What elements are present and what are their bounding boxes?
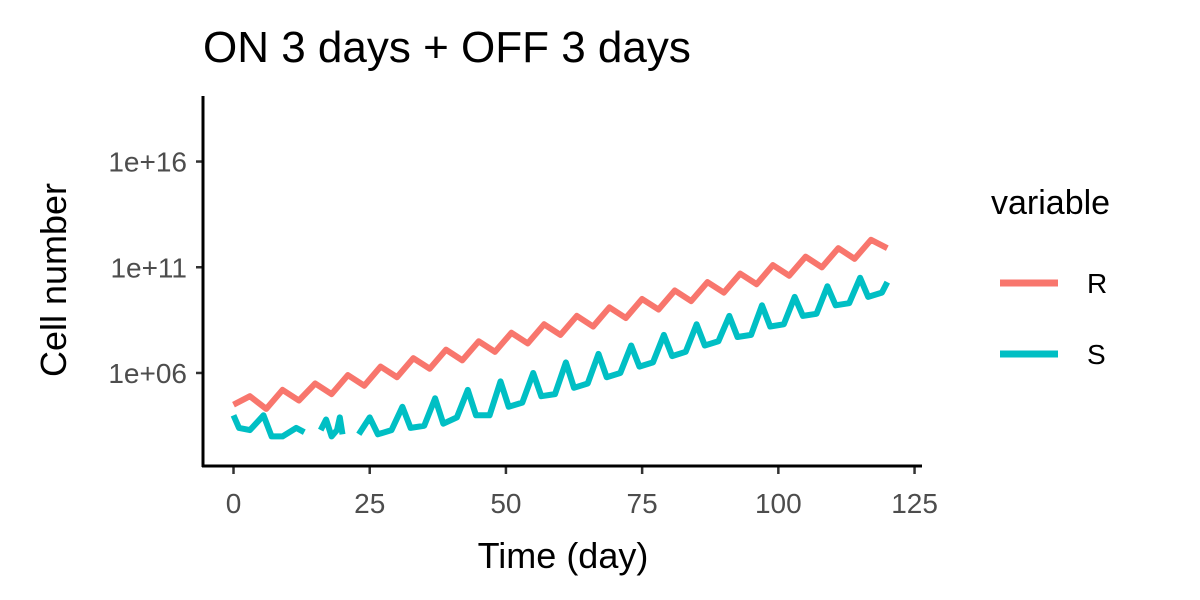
legend-label-s: S bbox=[1087, 339, 1106, 370]
x-axis: 0 25 50 75 100 125 bbox=[226, 466, 938, 519]
x-tick-label: 75 bbox=[627, 488, 658, 519]
y-tick-label: 1e+06 bbox=[108, 358, 187, 389]
x-tick-label: 125 bbox=[891, 488, 938, 519]
legend: variable R S bbox=[991, 184, 1110, 370]
series-line-s-2 bbox=[356, 274, 890, 438]
x-axis-title: Time (day) bbox=[478, 535, 649, 576]
plot-area bbox=[230, 236, 890, 440]
chart-title: ON 3 days + OFF 3 days bbox=[203, 23, 691, 72]
x-tick-label: 25 bbox=[354, 488, 385, 519]
series-line-r-0 bbox=[232, 236, 889, 412]
series-line-s-0 bbox=[230, 412, 306, 440]
y-tick-label: 1e+11 bbox=[110, 252, 187, 283]
y-axis-title: Cell number bbox=[33, 183, 74, 377]
y-tick-label: 1e+16 bbox=[108, 147, 187, 178]
x-tick-label: 50 bbox=[490, 488, 521, 519]
x-tick-label: 0 bbox=[226, 488, 242, 519]
legend-label-r: R bbox=[1087, 268, 1107, 299]
y-axis: 1e+06 1e+11 1e+16 bbox=[108, 147, 203, 389]
legend-title: variable bbox=[991, 184, 1110, 222]
series-line-s-1 bbox=[318, 414, 346, 440]
x-tick-label: 100 bbox=[755, 488, 802, 519]
